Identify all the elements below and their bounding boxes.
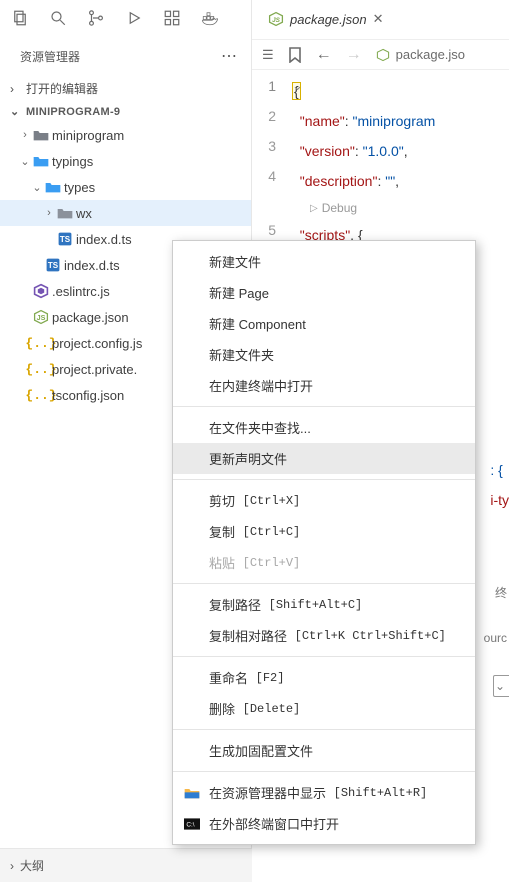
ctx-update-declaration[interactable]: 更新声明文件 — [173, 443, 475, 474]
svg-text:JS: JS — [272, 17, 281, 24]
tab-package-json[interactable]: JS package.json ✕ — [260, 5, 392, 34]
partial-code: : { i-ty — [490, 455, 509, 515]
ctx-open-terminal[interactable]: 在内建终端中打开 — [173, 370, 475, 401]
debug-icon[interactable] — [124, 9, 144, 27]
back-icon[interactable]: ← — [316, 46, 332, 64]
more-icon[interactable]: ⋯ — [221, 46, 237, 66]
outline-section[interactable]: ›大纲 — [0, 848, 252, 882]
ctx-gen-config[interactable]: 生成加固配置文件 — [173, 735, 475, 766]
ctx-find-in-folder[interactable]: 在文件夹中查找... — [173, 412, 475, 443]
top-toolbar — [0, 0, 252, 36]
ctx-rename[interactable]: 重命名 [F2] — [173, 662, 475, 693]
code-editor[interactable]: ⌄ 1{ 2 "name": "miniprogram 3 "version":… — [252, 70, 509, 250]
bookmark-icon[interactable] — [288, 47, 302, 63]
folder-types[interactable]: ⌄ types — [0, 174, 251, 200]
ctx-delete[interactable]: 删除 [Delete] — [173, 693, 475, 724]
tab-list: JS package.json ✕ — [252, 0, 509, 40]
folder-wx[interactable]: › wx — [0, 200, 251, 226]
svg-text:JS: JS — [37, 313, 46, 322]
fold-chevron-icon[interactable]: ⌄ — [292, 78, 303, 94]
ctx-new-folder[interactable]: 新建文件夹 — [173, 339, 475, 370]
ctx-paste: 粘贴 [Ctrl+V] — [173, 547, 475, 578]
ctx-copy[interactable]: 复制 [Ctrl+C] — [173, 516, 475, 547]
terminal-icon: C:\ — [183, 818, 201, 830]
nodejs-icon — [376, 48, 390, 62]
ctx-reveal-explorer[interactable]: 在资源管理器中显示 [Shift+Alt+R] — [173, 777, 475, 808]
ctx-new-component[interactable]: 新建 Component — [173, 308, 475, 339]
project-section[interactable]: ⌄MINIPROGRAM-9 — [0, 101, 251, 122]
forward-icon: → — [346, 46, 362, 64]
open-editors-section[interactable]: ›打开的编辑器 — [0, 76, 251, 101]
git-icon[interactable] — [86, 9, 106, 27]
close-icon[interactable]: ✕ — [373, 11, 384, 27]
search-icon[interactable] — [48, 9, 68, 27]
explorer-title: 资源管理器 — [20, 48, 80, 65]
ctx-new-file[interactable]: 新建文件 — [173, 246, 475, 277]
ctx-cut[interactable]: 剪切 [Ctrl+X] — [173, 485, 475, 516]
debug-codelens[interactable]: Debug — [252, 196, 509, 220]
chevron-down-icon[interactable]: ⌄ — [493, 675, 509, 697]
grid-icon[interactable] — [162, 9, 182, 27]
ctx-external-terminal[interactable]: C:\ 在外部终端窗口中打开 — [173, 808, 475, 839]
context-menu: 新建文件 新建 Page 新建 Component 新建文件夹 在内建终端中打开… — [172, 240, 476, 845]
folder-miniprogram[interactable]: › miniprogram — [0, 122, 251, 148]
docker-icon[interactable] — [200, 9, 220, 27]
breadcrumb-file[interactable]: package.jso — [396, 47, 465, 62]
folder-typings[interactable]: ⌄ typings — [0, 148, 251, 174]
breadcrumb-bar: ☰ ← → package.jso — [252, 40, 509, 70]
files-icon[interactable] — [10, 9, 30, 27]
nodejs-icon: JS — [268, 11, 284, 27]
folder-open-icon — [183, 786, 201, 800]
ctx-new-page[interactable]: 新建 Page — [173, 277, 475, 308]
svg-text:C:\: C:\ — [186, 821, 194, 828]
list-icon[interactable]: ☰ — [262, 47, 274, 63]
ctx-copy-relative-path[interactable]: 复制相对路径 [Ctrl+K Ctrl+Shift+C] — [173, 620, 475, 651]
explorer-title-row: 资源管理器 ⋯ — [0, 36, 251, 76]
ctx-copy-path[interactable]: 复制路径 [Shift+Alt+C] — [173, 589, 475, 620]
svg-text:TS: TS — [48, 261, 59, 270]
svg-text:TS: TS — [60, 235, 71, 244]
